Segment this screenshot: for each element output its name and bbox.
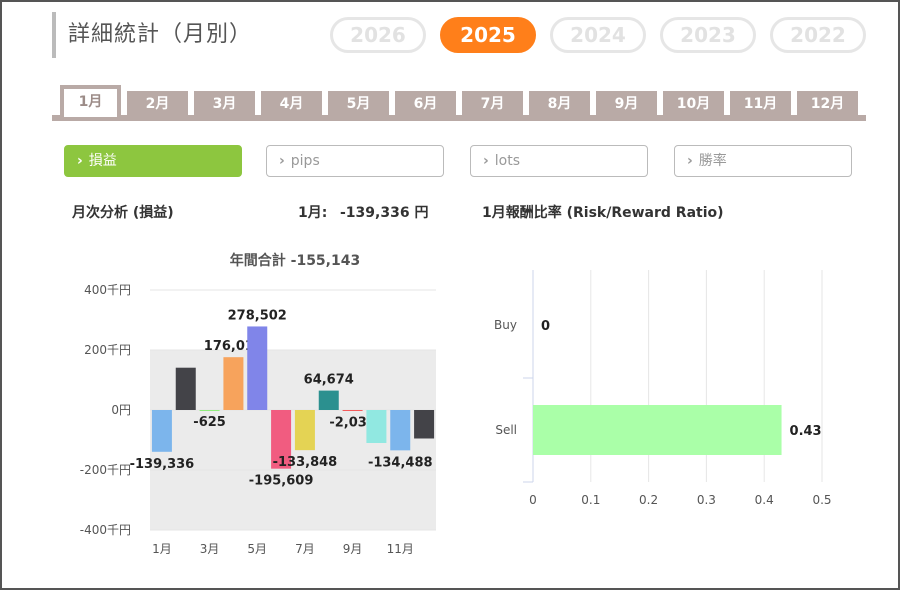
tab-month-1[interactable]: 1月 bbox=[60, 85, 121, 117]
chevron-right-icon: › bbox=[279, 153, 285, 169]
year-selector: 2026 2025 2024 2023 2022 bbox=[330, 17, 866, 53]
year-button-2022[interactable]: 2022 bbox=[770, 17, 866, 53]
tab-month-7[interactable]: 7月 bbox=[462, 91, 523, 117]
tab-month-8[interactable]: 8月 bbox=[529, 91, 590, 117]
metric-button-winrate[interactable]: › 勝率 bbox=[674, 145, 852, 177]
year-button-2024[interactable]: 2024 bbox=[550, 17, 646, 53]
tab-month-11[interactable]: 11月 bbox=[730, 91, 791, 117]
tab-month-12[interactable]: 12月 bbox=[797, 91, 858, 117]
chevron-right-icon: › bbox=[687, 153, 693, 169]
metric-button-pips[interactable]: › pips bbox=[266, 145, 444, 177]
annual-total: 年間合計 -155,143 bbox=[229, 253, 361, 269]
metric-button-lots[interactable]: › lots bbox=[470, 145, 648, 177]
metric-button-profit[interactable]: › 損益 bbox=[64, 145, 242, 177]
monthly-analysis-label: 月次分析 (損益) bbox=[72, 205, 174, 221]
year-button-2026[interactable]: 2026 bbox=[330, 17, 426, 53]
tab-month-3[interactable]: 3月 bbox=[194, 91, 255, 117]
month-value-label: 1月: bbox=[298, 205, 328, 221]
chevron-right-icon: › bbox=[77, 153, 83, 169]
tab-month-5[interactable]: 5月 bbox=[328, 91, 389, 117]
year-button-2025[interactable]: 2025 bbox=[440, 17, 536, 53]
month-value: -139,336 円 bbox=[340, 205, 429, 221]
risk-reward-label: 1月報酬比率 (Risk/Reward Ratio) bbox=[482, 205, 724, 221]
tab-month-9[interactable]: 9月 bbox=[596, 91, 657, 117]
chevron-right-icon: › bbox=[483, 153, 489, 169]
year-button-2023[interactable]: 2023 bbox=[660, 17, 756, 53]
tab-month-10[interactable]: 10月 bbox=[663, 91, 724, 117]
tab-month-4[interactable]: 4月 bbox=[261, 91, 322, 117]
month-tabs: 1月 2月 3月 4月 5月 6月 7月 8月 9月 10月 11月 12月 bbox=[52, 85, 866, 121]
page-title: 詳細統計（月別） bbox=[52, 12, 252, 58]
tab-month-2[interactable]: 2月 bbox=[127, 91, 188, 117]
tab-month-6[interactable]: 6月 bbox=[395, 91, 456, 117]
